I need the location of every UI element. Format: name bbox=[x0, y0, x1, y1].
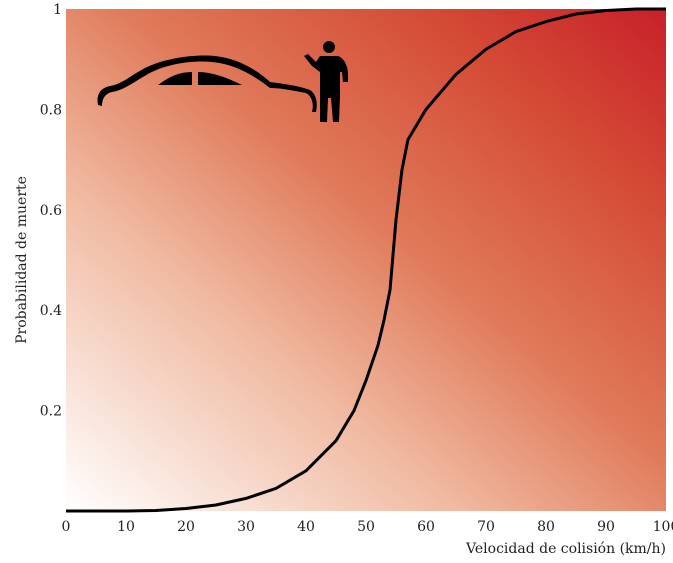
plot-background bbox=[66, 9, 666, 511]
y-tick-label: 0.8 bbox=[40, 102, 62, 118]
y-axis-label: Probabilidad de muerte bbox=[14, 176, 30, 344]
x-tick-label: 20 bbox=[177, 519, 195, 535]
pedestrian-silhouette-icon bbox=[304, 41, 348, 122]
x-tick-label: 10 bbox=[117, 519, 135, 535]
y-tick-label: 0.6 bbox=[40, 203, 62, 219]
x-tick-label: 30 bbox=[237, 519, 255, 535]
x-tick-label: 0 bbox=[62, 519, 71, 535]
x-axis-ticks: 0 10 20 30 40 50 60 70 80 90 100 bbox=[62, 519, 673, 535]
x-tick-label: 40 bbox=[297, 519, 315, 535]
car-silhouette-icon bbox=[97, 55, 317, 112]
y-tick-label: 0.4 bbox=[40, 303, 62, 319]
x-tick-label: 60 bbox=[417, 519, 435, 535]
x-axis-label: Velocidad de colisión (km/h) bbox=[465, 541, 666, 557]
x-tick-label: 100 bbox=[653, 519, 673, 535]
y-tick-label: 0.2 bbox=[40, 404, 62, 420]
series-line bbox=[66, 7, 666, 513]
x-tick-label: 80 bbox=[537, 519, 555, 535]
x-tick-label: 70 bbox=[477, 519, 495, 535]
x-tick-label: 90 bbox=[597, 519, 615, 535]
y-tick-label: 1 bbox=[53, 2, 62, 18]
x-tick-label: 50 bbox=[357, 519, 375, 535]
y-axis-ticks: 0.2 0.4 0.6 0.8 1 bbox=[40, 2, 62, 420]
